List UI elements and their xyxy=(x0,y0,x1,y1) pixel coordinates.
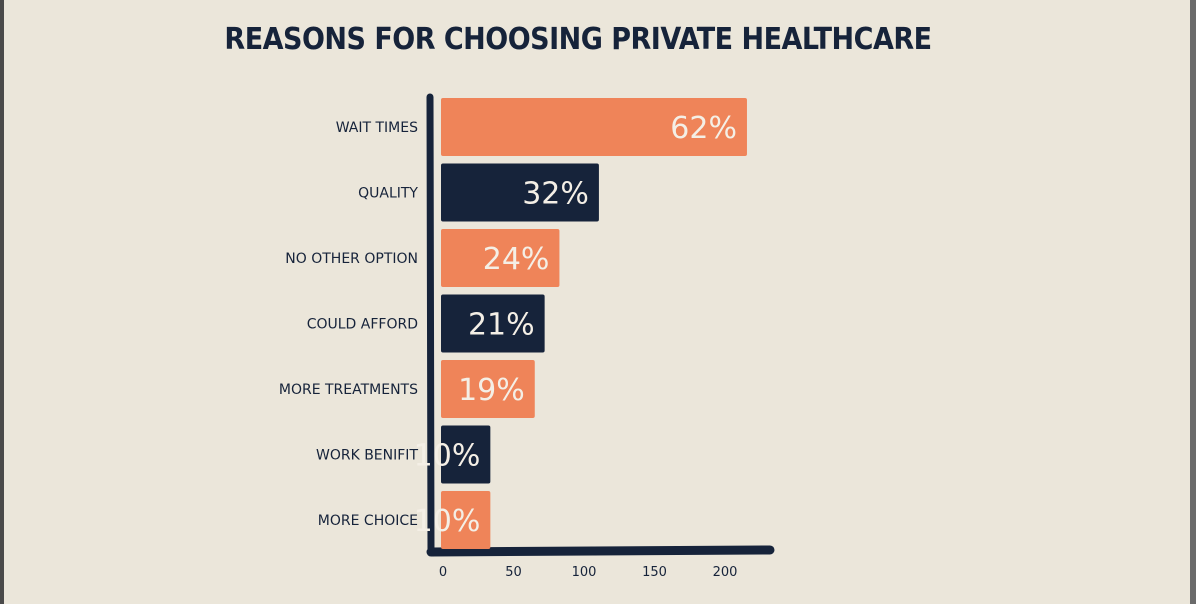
bar xyxy=(441,491,491,549)
bar-value-label: 19% xyxy=(458,373,525,408)
bar xyxy=(441,294,545,353)
bar-value-label: 24% xyxy=(483,242,550,277)
bar-value-label: 10% xyxy=(414,504,481,539)
window-frame-right xyxy=(1190,0,1196,604)
bar xyxy=(441,163,599,222)
x-tick-label: 150 xyxy=(642,565,667,580)
category-label: WAIT TIMES xyxy=(336,120,418,136)
category-label: MORE TREATMENTS xyxy=(279,382,418,398)
chart-title: REASONS FOR CHOOSING PRIVATE HEALTHCARE xyxy=(224,22,932,57)
window-frame-left xyxy=(0,0,4,604)
y-axis-line xyxy=(426,93,435,556)
x-tick-label: 0 xyxy=(439,565,447,580)
bar xyxy=(441,98,747,156)
x-tick-label: 200 xyxy=(713,565,738,580)
category-label: COULD AFFORD xyxy=(307,317,418,333)
category-label: WORK BENIFIT xyxy=(316,448,418,464)
category-label: NO OTHER OPTION xyxy=(285,251,418,267)
bar-value-label: 32% xyxy=(522,177,589,212)
bar-value-label: 21% xyxy=(468,308,535,343)
x-tick-label: 100 xyxy=(572,565,597,580)
x-tick-label: 50 xyxy=(505,565,522,580)
bar xyxy=(441,360,535,418)
x-axis-line xyxy=(426,545,775,557)
bar-value-label: 10% xyxy=(414,439,481,474)
bar xyxy=(441,229,560,287)
category-label: MORE CHOICE xyxy=(318,513,418,529)
bar-value-label: 62% xyxy=(670,111,737,146)
bar xyxy=(441,425,491,484)
category-label: QUALITY xyxy=(358,186,418,202)
